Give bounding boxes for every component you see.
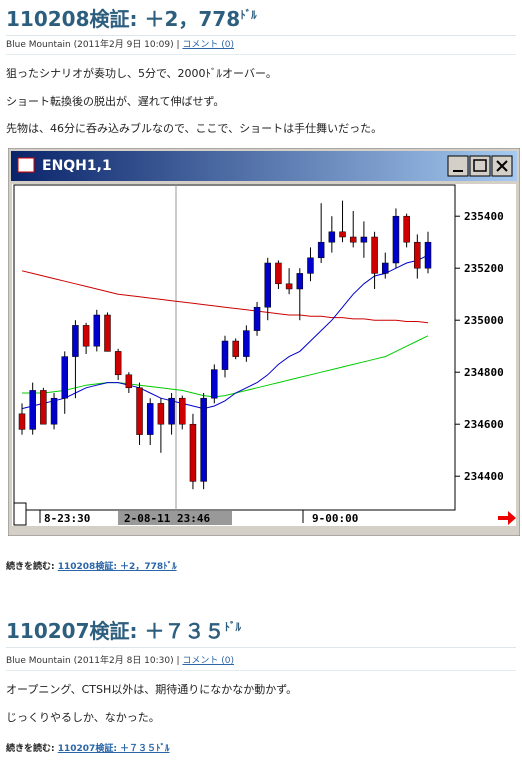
comment-link[interactable]: コメント (0)	[182, 40, 235, 50]
title-text: 110207検証: ＋７３５	[6, 619, 225, 643]
candle-body	[371, 236, 378, 274]
chart-window: ENQH1,1 8-23:30 2-08-11 23:46 9-00:00 23…	[8, 148, 520, 536]
window-icon	[17, 157, 35, 173]
time-highlight	[118, 511, 232, 525]
candle-body	[349, 236, 357, 243]
y-tick-label: 235200	[464, 262, 504, 275]
candle-body	[72, 325, 79, 357]
candle-body	[243, 330, 250, 357]
candle-body	[317, 241, 325, 259]
comment-link[interactable]: コメント (0)	[182, 656, 235, 666]
post-title: 110207検証: ＋７３５ﾄﾞﾙ	[6, 615, 516, 648]
candle-body	[61, 356, 68, 399]
read-more: 続きを読む: 110207検証: ＋７３５ﾄﾞﾙ	[6, 741, 170, 754]
paragraph: ショート転換後の脱出が、遅れて伸ばせず。	[6, 95, 225, 108]
title-text: 110208検証: ＋2，778	[6, 7, 241, 31]
candle-body	[146, 403, 154, 435]
y-tick-label: 234800	[464, 366, 504, 379]
candle-body	[253, 306, 261, 331]
time-label: 8-23:30	[44, 512, 90, 525]
candle-body	[104, 314, 111, 352]
time-label: 2-08-11 23:46	[124, 512, 210, 525]
candle-body	[168, 397, 175, 425]
read-more-link[interactable]: 110208検証: ＋2，778ﾄﾞﾙ	[57, 562, 177, 572]
candle-body	[211, 369, 218, 399]
candle-body	[382, 262, 389, 274]
y-tick-label: 235000	[464, 314, 504, 327]
candle-body	[125, 374, 133, 389]
candle-body	[360, 236, 368, 243]
read-more-label: 続きを読む:	[6, 562, 55, 572]
candle-body	[179, 397, 186, 425]
candle-body	[114, 351, 122, 376]
y-tick-label: 234600	[464, 418, 504, 431]
moving-average	[22, 335, 429, 398]
candle-body	[414, 241, 421, 269]
candle-body	[136, 387, 143, 435]
author: Blue Mountain	[6, 656, 71, 666]
candle-body	[93, 314, 101, 347]
candle-body	[275, 262, 282, 285]
title-unit: ﾄﾞﾙ	[224, 620, 241, 634]
candle-body	[157, 403, 165, 425]
candle-body	[18, 413, 26, 430]
candle-body	[296, 273, 304, 290]
candle-body	[328, 231, 336, 243]
paragraph: 狙ったシナリオが奏功し、5分で、2000ﾄﾞﾙオーバー。	[6, 67, 277, 80]
paragraph: じっくりやるしか、なかった。	[6, 711, 160, 724]
read-more: 続きを読む: 110208検証: ＋2，778ﾄﾞﾙ	[6, 559, 177, 572]
window-buttons[interactable]	[447, 155, 513, 177]
candle-body	[221, 340, 229, 370]
candle-body	[189, 423, 197, 482]
candle-body	[403, 215, 410, 243]
time-label: 9-00:00	[312, 512, 358, 525]
window-title: ENQH1,1	[42, 158, 112, 174]
moving-average	[21, 254, 429, 410]
post-title: 110208検証: ＋2，778ﾄﾞﾙ	[6, 3, 516, 36]
post-meta: Blue Mountain (2011年2月 9日 10:09) | コメント …	[6, 37, 516, 55]
paragraph: 先物は、46分に呑み込みブルなので、ここで、ショートは手仕舞いだった。	[6, 122, 383, 135]
read-more-label: 続きを読む:	[6, 744, 55, 754]
y-tick-label: 235400	[464, 210, 504, 223]
title-unit: ﾄﾞﾙ	[240, 8, 257, 22]
y-tick-label: 234400	[464, 470, 504, 483]
scroll-box	[13, 502, 27, 526]
candle-body	[50, 397, 58, 425]
read-more-link[interactable]: 110207検証: ＋７３５ﾄﾞﾙ	[57, 744, 170, 754]
candle-body	[82, 325, 90, 347]
scroll-arrow[interactable]	[498, 511, 516, 525]
candle-body	[232, 340, 239, 357]
date: (2011年2月 8日 10:30)	[73, 656, 174, 666]
candle-body	[392, 215, 400, 264]
candle-body	[339, 231, 346, 238]
candle-body	[264, 262, 271, 308]
moving-average	[21, 270, 429, 324]
candle-body	[307, 257, 314, 274]
candle-body	[424, 241, 432, 269]
candle-body	[40, 390, 47, 425]
candle-body	[285, 283, 293, 290]
date: (2011年2月 9日 10:09)	[73, 40, 174, 50]
post-meta: Blue Mountain (2011年2月 8日 10:30) | コメント …	[6, 653, 516, 671]
paragraph: オープニング、CTSH以外は、期待通りになかなか動かず。	[6, 683, 298, 696]
candle-body	[29, 390, 36, 430]
candle-body	[200, 397, 207, 482]
author: Blue Mountain	[6, 40, 71, 50]
title-bar	[11, 151, 517, 181]
